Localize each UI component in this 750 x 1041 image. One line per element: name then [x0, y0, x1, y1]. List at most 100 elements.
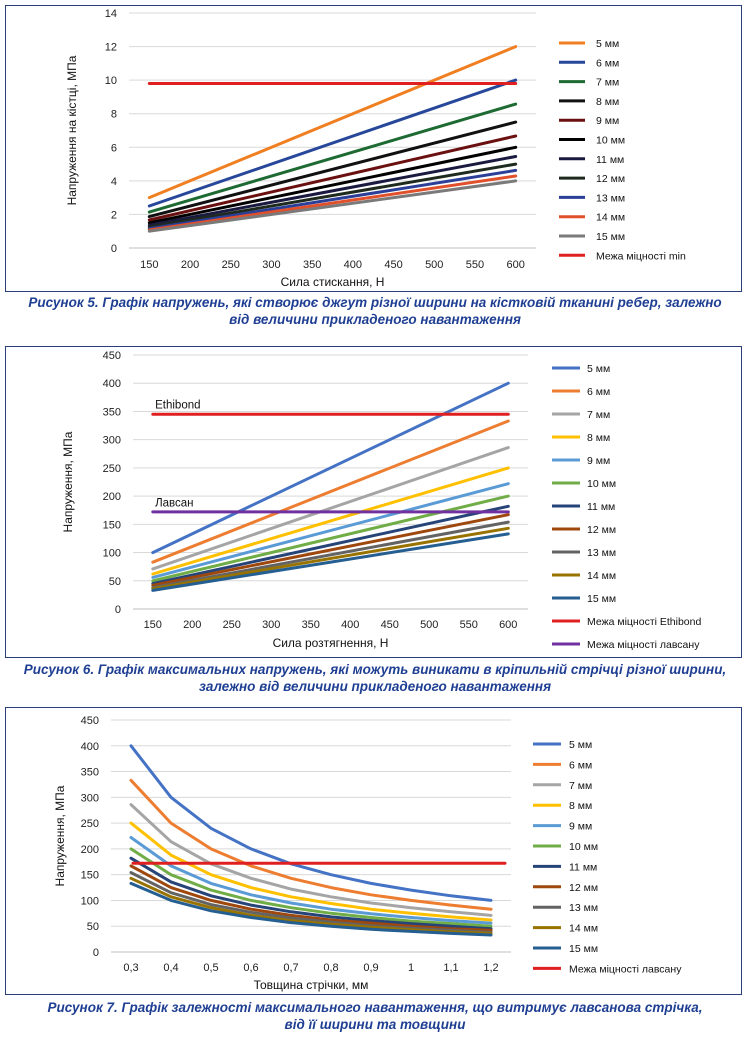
x-tick-label: 150	[144, 619, 162, 631]
y-tick-label: 150	[81, 870, 99, 882]
y-tick-label: 250	[103, 463, 121, 475]
caption-fig7: Рисунок 7. Графік залежності максимально…	[0, 999, 750, 1033]
legend-label-11: Межа міцності min	[596, 250, 686, 262]
x-tick-label: 0,9	[363, 962, 378, 974]
series-line-8	[129, 871, 493, 934]
legend-label-3: 8 мм	[587, 432, 610, 444]
y-tick-label: 250	[81, 818, 99, 830]
x-tick-label: 200	[181, 259, 199, 271]
caption-fig5-line2: від величини прикладеного навантаження	[229, 312, 521, 327]
series-line-6	[129, 856, 493, 931]
x-tick-label: 1,1	[443, 962, 458, 974]
x-tick-label: 500	[425, 259, 443, 271]
x-tick-label: 0,8	[323, 962, 338, 974]
chart-fig5: 0 2 4 6 8 10 12 14 150 200 250 300 350 400 450 500 550 60…	[65, 8, 686, 289]
x-tick-label: 450	[381, 619, 399, 631]
legend-label-2: 7 мм	[596, 77, 619, 89]
series-line-1	[151, 419, 510, 564]
legend-label-5: 10 мм	[596, 135, 625, 147]
y-tick-label: 10	[105, 75, 117, 87]
x-tick-label: 200	[183, 619, 201, 631]
y-tick-label: 8	[111, 109, 117, 121]
series-line-2	[129, 803, 493, 917]
series-line-0	[151, 381, 510, 555]
series-line-7	[147, 162, 518, 229]
legend-label-11: Межа міцності лавсану	[569, 963, 682, 975]
x-tick-label: 600	[499, 619, 517, 631]
legend-label-8: 13 мм	[569, 902, 598, 914]
caption-fig5: Рисунок 5. Графік напружень, які створює…	[0, 294, 750, 328]
x-axis-title: Сила стискання, Н	[281, 275, 385, 289]
y-tick-label: 350	[103, 406, 121, 418]
series-line-7	[129, 864, 493, 932]
y-tick-label: 0	[93, 947, 99, 959]
annotation-1: Лавсан	[155, 497, 193, 509]
y-tick-label: 12	[105, 42, 117, 54]
legend-label-4: 9 мм	[587, 455, 610, 467]
chart-panel-fig6: 0 50 100 150 200 250 300 350 400 450 150 200 250 300 3…	[5, 346, 742, 658]
x-tick-label: 550	[466, 259, 484, 271]
y-axis-title: Напруження, МПа	[61, 431, 75, 532]
x-tick-label: 500	[420, 619, 438, 631]
legend-label-8: 13 мм	[596, 192, 625, 204]
legend-label-3: 8 мм	[569, 800, 592, 812]
legend-label-6: 11 мм	[569, 861, 597, 873]
series-line-5	[129, 847, 493, 928]
y-tick-label: 100	[103, 548, 121, 560]
series-line-6	[151, 504, 510, 586]
legend-label-1: 6 мм	[596, 57, 619, 69]
series-line-2	[147, 102, 518, 214]
series-line-5	[147, 145, 518, 225]
series-line-5	[151, 494, 510, 583]
legend-label-9: 14 мм	[587, 570, 616, 582]
caption-fig6: Рисунок 6. Графік максимальних напружень…	[0, 661, 750, 695]
legend-label-2: 7 мм	[569, 780, 592, 792]
y-tick-label: 200	[81, 844, 99, 856]
y-tick-label: 450	[81, 715, 99, 727]
series-line-9	[129, 876, 493, 935]
x-tick-label: 0,4	[163, 962, 178, 974]
x-tick-label: 400	[341, 619, 359, 631]
x-tick-label: 300	[262, 259, 280, 271]
legend-label-6: 11 мм	[587, 501, 615, 513]
series-line-1	[129, 778, 493, 911]
legend-label-3: 8 мм	[596, 96, 619, 108]
legend-label-7: 12 мм	[596, 173, 625, 185]
chart-fig7: 0 50 100 150 200 250 300 350 400 450 0,3 0,4 0,5 0,6 0…	[53, 715, 682, 992]
y-tick-label: 2	[111, 209, 117, 221]
x-tick-label: 600	[506, 259, 524, 271]
legend-label-5: 10 мм	[587, 478, 616, 490]
legend-label-4: 9 мм	[569, 821, 592, 833]
legend-label-5: 10 мм	[569, 841, 598, 853]
caption-fig6-line2: залежно від величини прикладеного навант…	[198, 679, 552, 694]
series-line-0	[129, 744, 493, 902]
y-tick-label: 0	[115, 604, 121, 616]
series-line-0	[147, 45, 518, 200]
series-line-1	[147, 78, 518, 208]
legend-label-1: 6 мм	[569, 759, 592, 771]
series-line-2	[151, 446, 510, 571]
chart-fig6: 0 50 100 150 200 250 300 350 400 450 150 200 250 300 3…	[61, 350, 701, 651]
y-tick-label: 4	[111, 176, 117, 188]
x-tick-label: 400	[344, 259, 362, 271]
legend-label-9: 14 мм	[569, 923, 598, 935]
x-tick-label: 0,6	[243, 962, 258, 974]
y-tick-label: 14	[105, 8, 117, 20]
series-line-4	[151, 482, 510, 579]
legend-label-10: 15 мм	[587, 593, 616, 605]
x-axis-title: Сила розтягнення, Н	[273, 636, 389, 650]
x-tick-label: 300	[262, 619, 280, 631]
legend-label-9: 14 мм	[596, 212, 625, 224]
caption-fig7-line1: Рисунок 7. Графік залежності максимально…	[47, 1000, 703, 1015]
series-line-3	[129, 821, 493, 922]
y-tick-label: 150	[103, 519, 121, 531]
y-tick-label: 200	[103, 491, 121, 503]
y-tick-label: 50	[109, 576, 121, 588]
series-line-10	[129, 881, 493, 937]
x-axis-title: Товщина стрічки, мм	[254, 978, 369, 992]
x-tick-label: 350	[302, 619, 320, 631]
series-line-10	[151, 532, 510, 592]
caption-fig5-line1: Рисунок 5. Графік напружень, які створює…	[28, 295, 722, 310]
legend-label-8: 13 мм	[587, 547, 616, 559]
x-tick-label: 350	[303, 259, 321, 271]
